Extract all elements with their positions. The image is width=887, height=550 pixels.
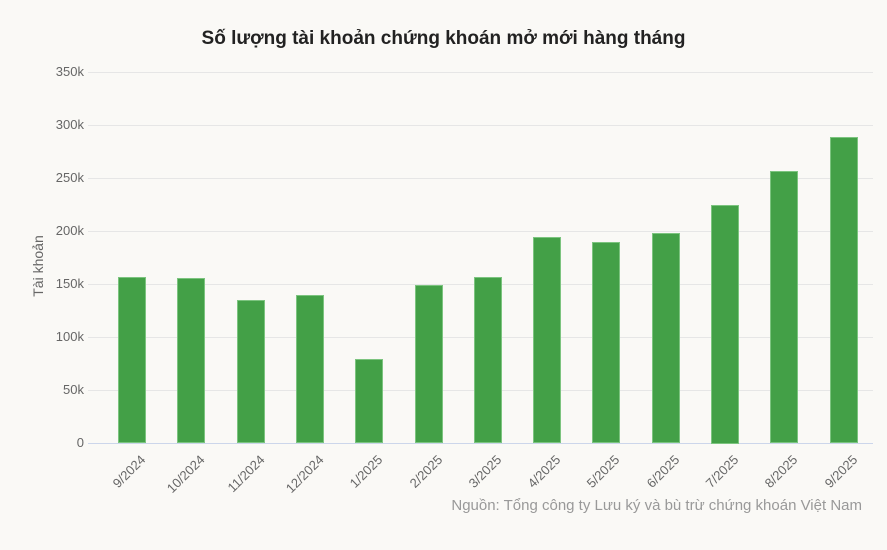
x-tick-label: 7/2025 <box>702 452 742 491</box>
y-tick-label: 100k <box>55 329 84 344</box>
bar[interactable] <box>355 359 383 443</box>
chart-title: Số lượng tài khoản chứng khoán mở mới hà… <box>201 28 686 49</box>
y-axis-label: Tài khoản <box>30 235 46 297</box>
x-tick-label: 8/2025 <box>761 452 801 491</box>
x-tick-label: 6/2025 <box>643 452 683 491</box>
gridline <box>88 72 873 73</box>
bar[interactable] <box>770 171 798 443</box>
bar[interactable] <box>237 300 265 443</box>
y-tick-label: 300k <box>55 117 84 132</box>
bar[interactable] <box>177 278 205 443</box>
x-tick-label: 1/2025 <box>346 452 386 491</box>
y-tick-label: 350k <box>55 64 84 79</box>
bar[interactable] <box>652 233 680 443</box>
bar[interactable] <box>711 205 739 444</box>
gridline <box>88 178 873 179</box>
y-tick-label: 50k <box>63 382 84 397</box>
x-tick-label: 12/2024 <box>282 452 327 496</box>
source-note: Nguồn: Tổng công ty Lưu ký và bù trừ chứ… <box>451 497 862 514</box>
x-tick-label: 11/2024 <box>224 452 268 496</box>
bar[interactable] <box>533 237 561 443</box>
gridline <box>88 125 873 126</box>
x-axis-line <box>88 443 873 444</box>
x-tick-label: 9/2025 <box>821 452 861 491</box>
bar[interactable] <box>296 295 324 443</box>
x-tick-label: 9/2024 <box>109 452 149 491</box>
x-tick-label: 2/2025 <box>406 452 446 491</box>
x-tick-label: 10/2024 <box>163 452 208 496</box>
y-tick-label: 200k <box>55 223 84 238</box>
bar[interactable] <box>415 285 443 443</box>
y-tick-label: 150k <box>55 276 84 291</box>
x-tick-label: 3/2025 <box>465 452 505 491</box>
bar[interactable] <box>118 277 146 443</box>
bar[interactable] <box>474 277 502 443</box>
gridline <box>88 231 873 232</box>
y-tick-label: 0 <box>76 435 84 450</box>
bar[interactable] <box>592 242 620 443</box>
x-tick-label: 5/2025 <box>583 452 623 491</box>
y-tick-label: 250k <box>55 170 84 185</box>
x-tick-label: 4/2025 <box>524 452 564 491</box>
bar[interactable] <box>830 137 858 443</box>
